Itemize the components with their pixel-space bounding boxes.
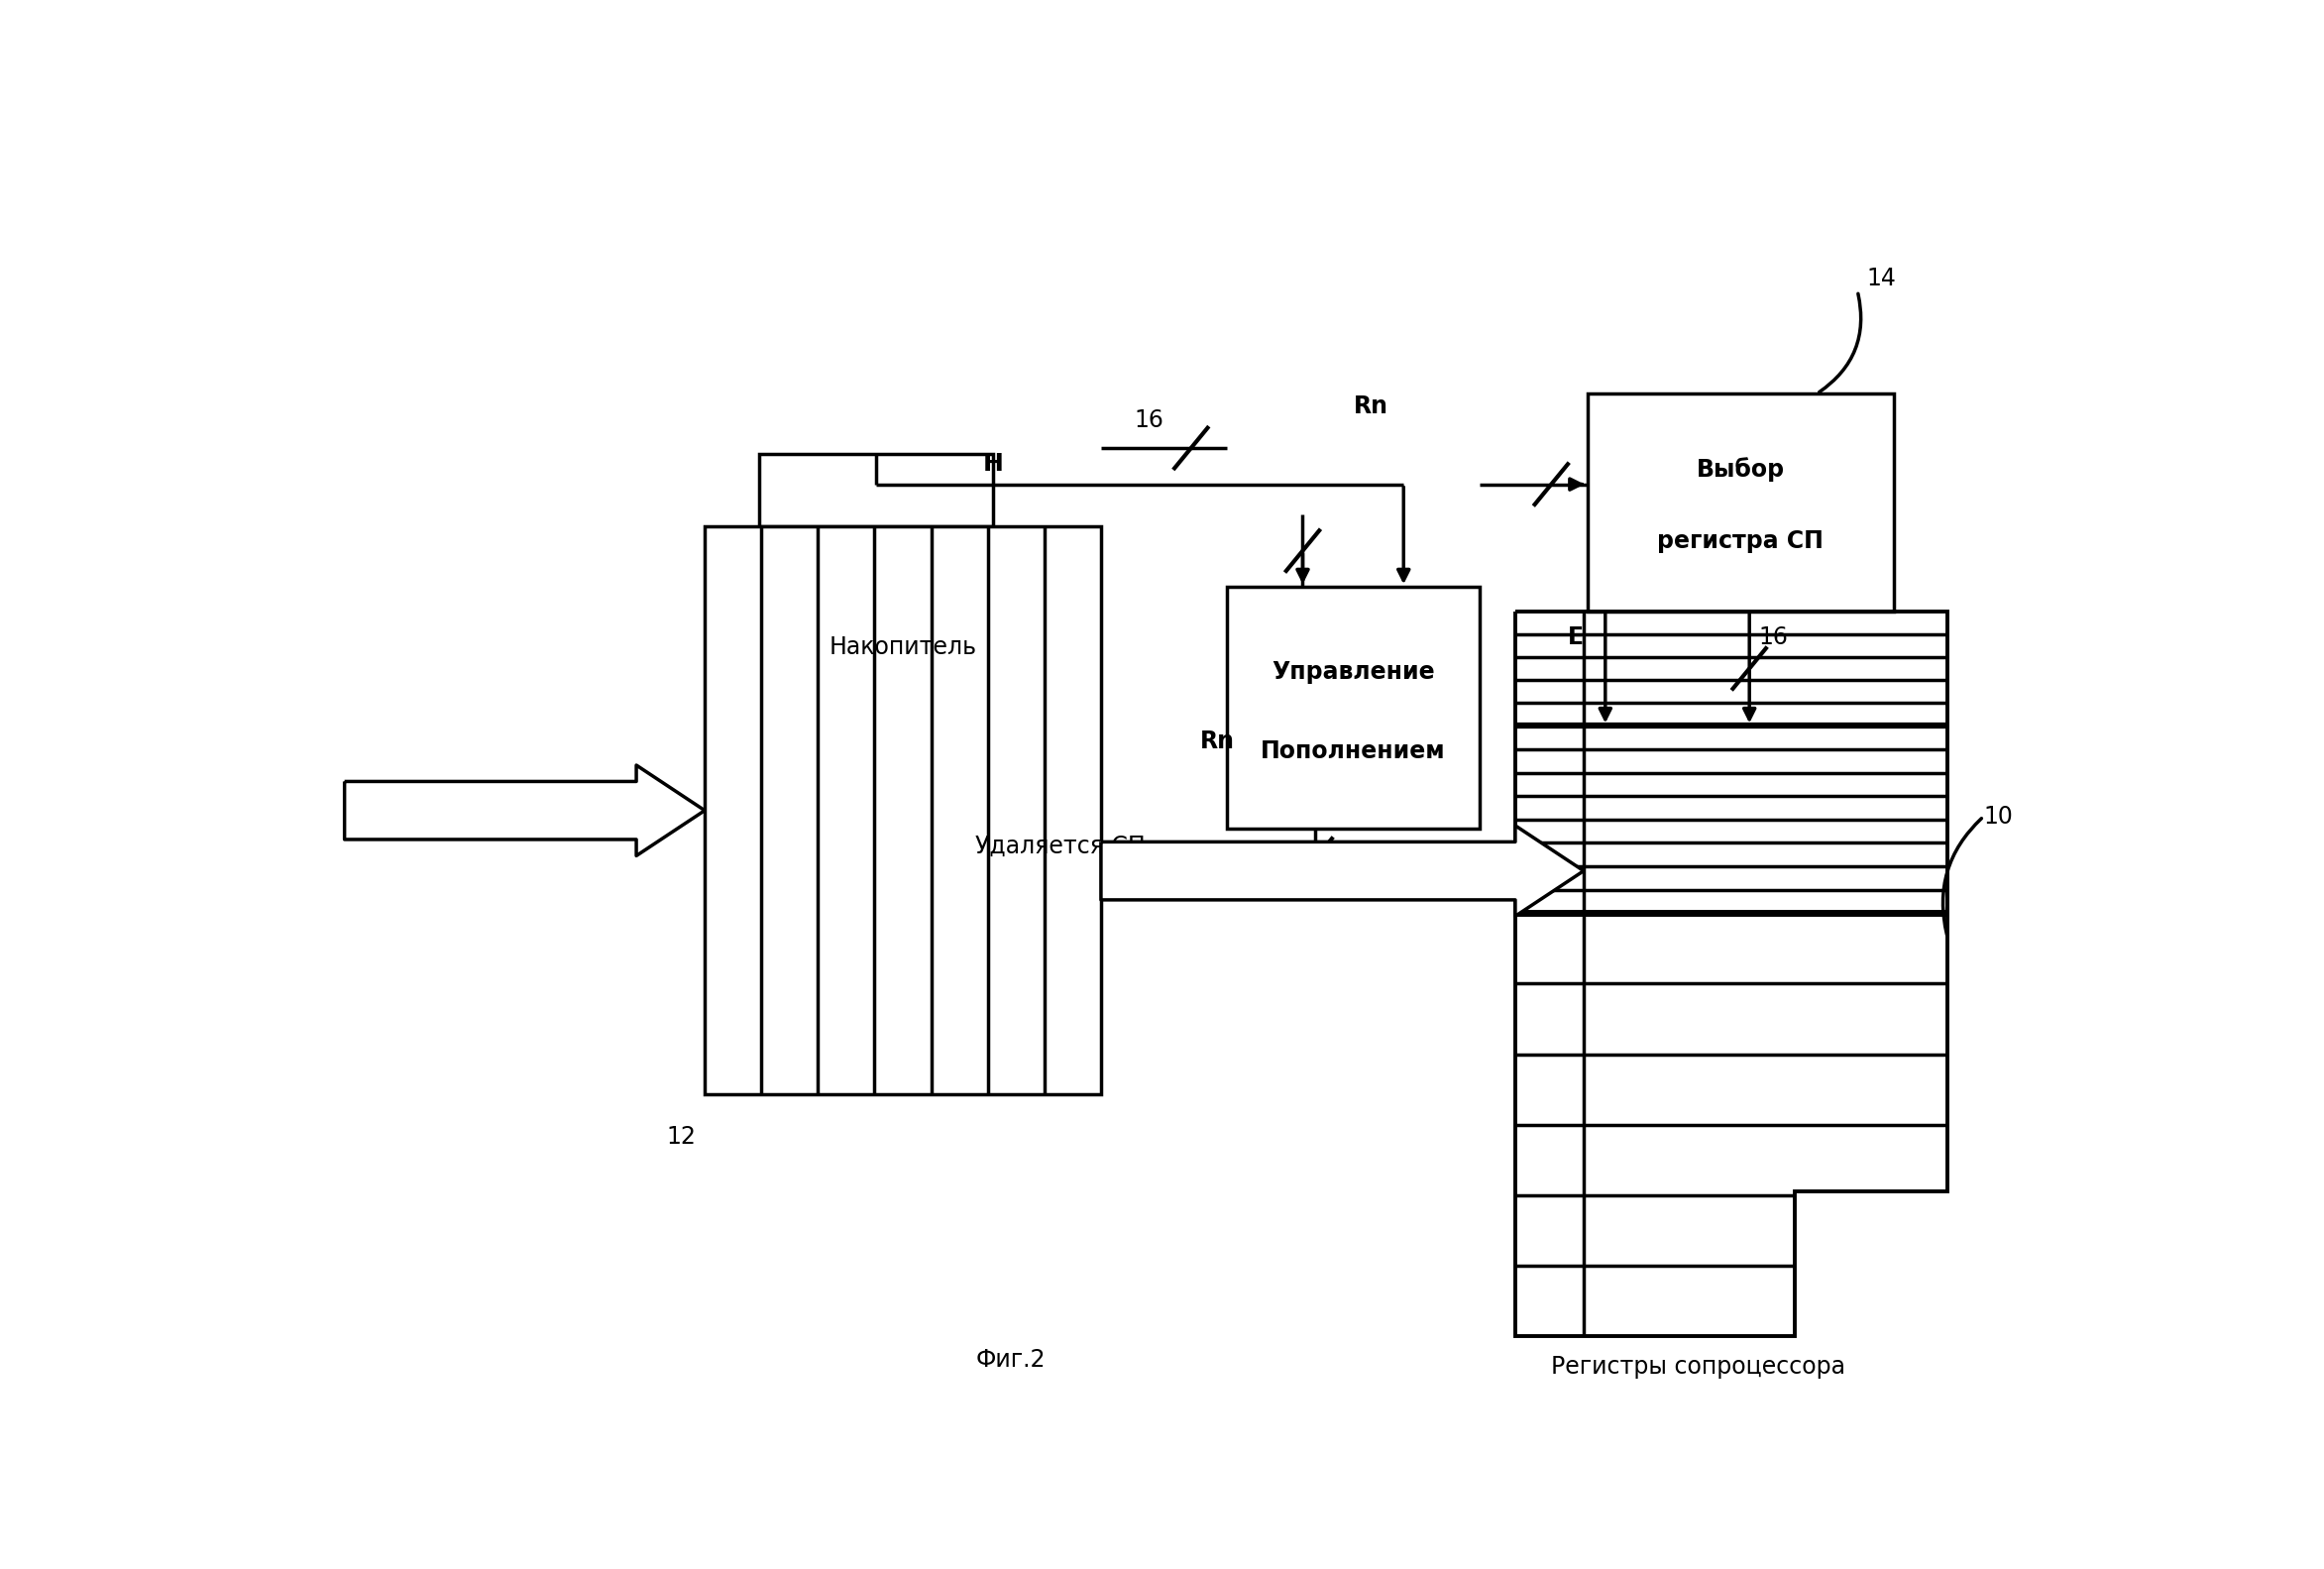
Polygon shape [344, 766, 704, 855]
Text: Фиг.2: Фиг.2 [976, 1348, 1046, 1373]
Text: 10: 10 [1982, 805, 2013, 828]
Text: Вводится ЦП: Вводится ЦП [344, 799, 504, 822]
Text: 14: 14 [1866, 267, 1896, 290]
Text: 12: 12 [667, 1125, 695, 1149]
Text: Выбор: Выбор [1697, 458, 1785, 482]
Text: 16: 16 [1759, 626, 1787, 650]
Text: Пополнением: Пополнением [1260, 739, 1446, 763]
Text: Удаляется СП: Удаляется СП [976, 835, 1146, 858]
Polygon shape [1515, 612, 1948, 1337]
Text: 16: 16 [1134, 408, 1164, 431]
Text: Rn: Rn [1355, 394, 1387, 417]
Text: Rn: Rn [1199, 730, 1234, 753]
Bar [758, 453, 992, 527]
Text: Управление: Управление [1271, 659, 1434, 684]
Bar [704, 527, 1102, 1095]
Bar [1227, 587, 1480, 828]
Text: Накопитель: Накопитель [830, 635, 976, 659]
Text: Регистры сопроцессора: Регистры сопроцессора [1552, 1354, 1845, 1378]
Text: H: H [983, 452, 1004, 475]
Text: регистра СП: регистра СП [1657, 530, 1824, 554]
Polygon shape [1102, 825, 1583, 916]
Text: E: E [1569, 626, 1583, 650]
Bar [1587, 394, 1894, 612]
